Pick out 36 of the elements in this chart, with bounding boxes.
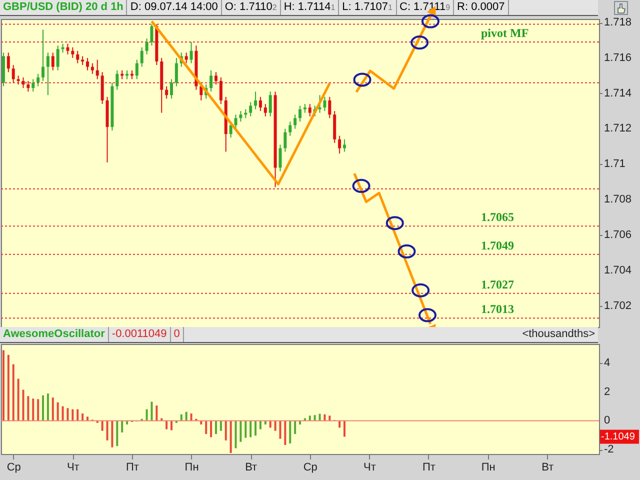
- text: -0.0011049: [108, 327, 171, 342]
- x-tick-label: Ср: [303, 462, 318, 474]
- y-tick-label: 1.712: [604, 122, 632, 135]
- y-tick-label: 1.71: [604, 158, 626, 170]
- x-tick-label: Чт: [66, 462, 80, 474]
- chart-title: GBP/USD (BID) 20 d 1h: [0, 0, 128, 15]
- x-tick-label: Пт: [126, 462, 139, 474]
- y-tick-label: 1.716: [604, 52, 632, 64]
- x-tick-label: Чт: [364, 462, 376, 474]
- y-tick-label: 1.704: [604, 264, 632, 276]
- x-tick-label: Вт: [245, 462, 258, 474]
- ref-line-label: 1.7013: [481, 302, 514, 316]
- annotation: -1.1049: [601, 432, 636, 443]
- ref-line-label: 1.7049: [481, 238, 514, 252]
- text: D: 09.07.14 14:00: [127, 0, 222, 15]
- text: R: 0.0007: [454, 0, 509, 15]
- y-tick-label: 1.708: [604, 194, 632, 206]
- x-tick-label: Вт: [542, 462, 554, 474]
- x-tick-label: Пт: [422, 462, 436, 474]
- x-tick-label: Ср: [6, 462, 21, 474]
- x-tick-label: Пн: [481, 462, 496, 474]
- ref-line-label: pivot MF: [481, 26, 529, 40]
- y-tick-label: 1.714: [604, 87, 632, 100]
- ref-line-label: 1.7027: [481, 277, 514, 292]
- y-tick-label: 1.718: [604, 16, 632, 29]
- x-tick-label: Пн: [184, 462, 199, 474]
- text: <thousandths>: [521, 327, 596, 342]
- y-tick-label: -2: [604, 444, 614, 456]
- y-tick-label: 1.702: [604, 300, 632, 312]
- y-tick-label: 4: [604, 356, 610, 369]
- chart-title: AwesomeOscillator: [0, 327, 109, 342]
- y-tick-label: 2: [604, 386, 610, 398]
- text: 0: [170, 327, 184, 342]
- y-tick-label: 1.706: [604, 228, 632, 241]
- ref-line-label: 1.7065: [481, 210, 514, 224]
- y-tick-label: 0: [604, 414, 610, 427]
